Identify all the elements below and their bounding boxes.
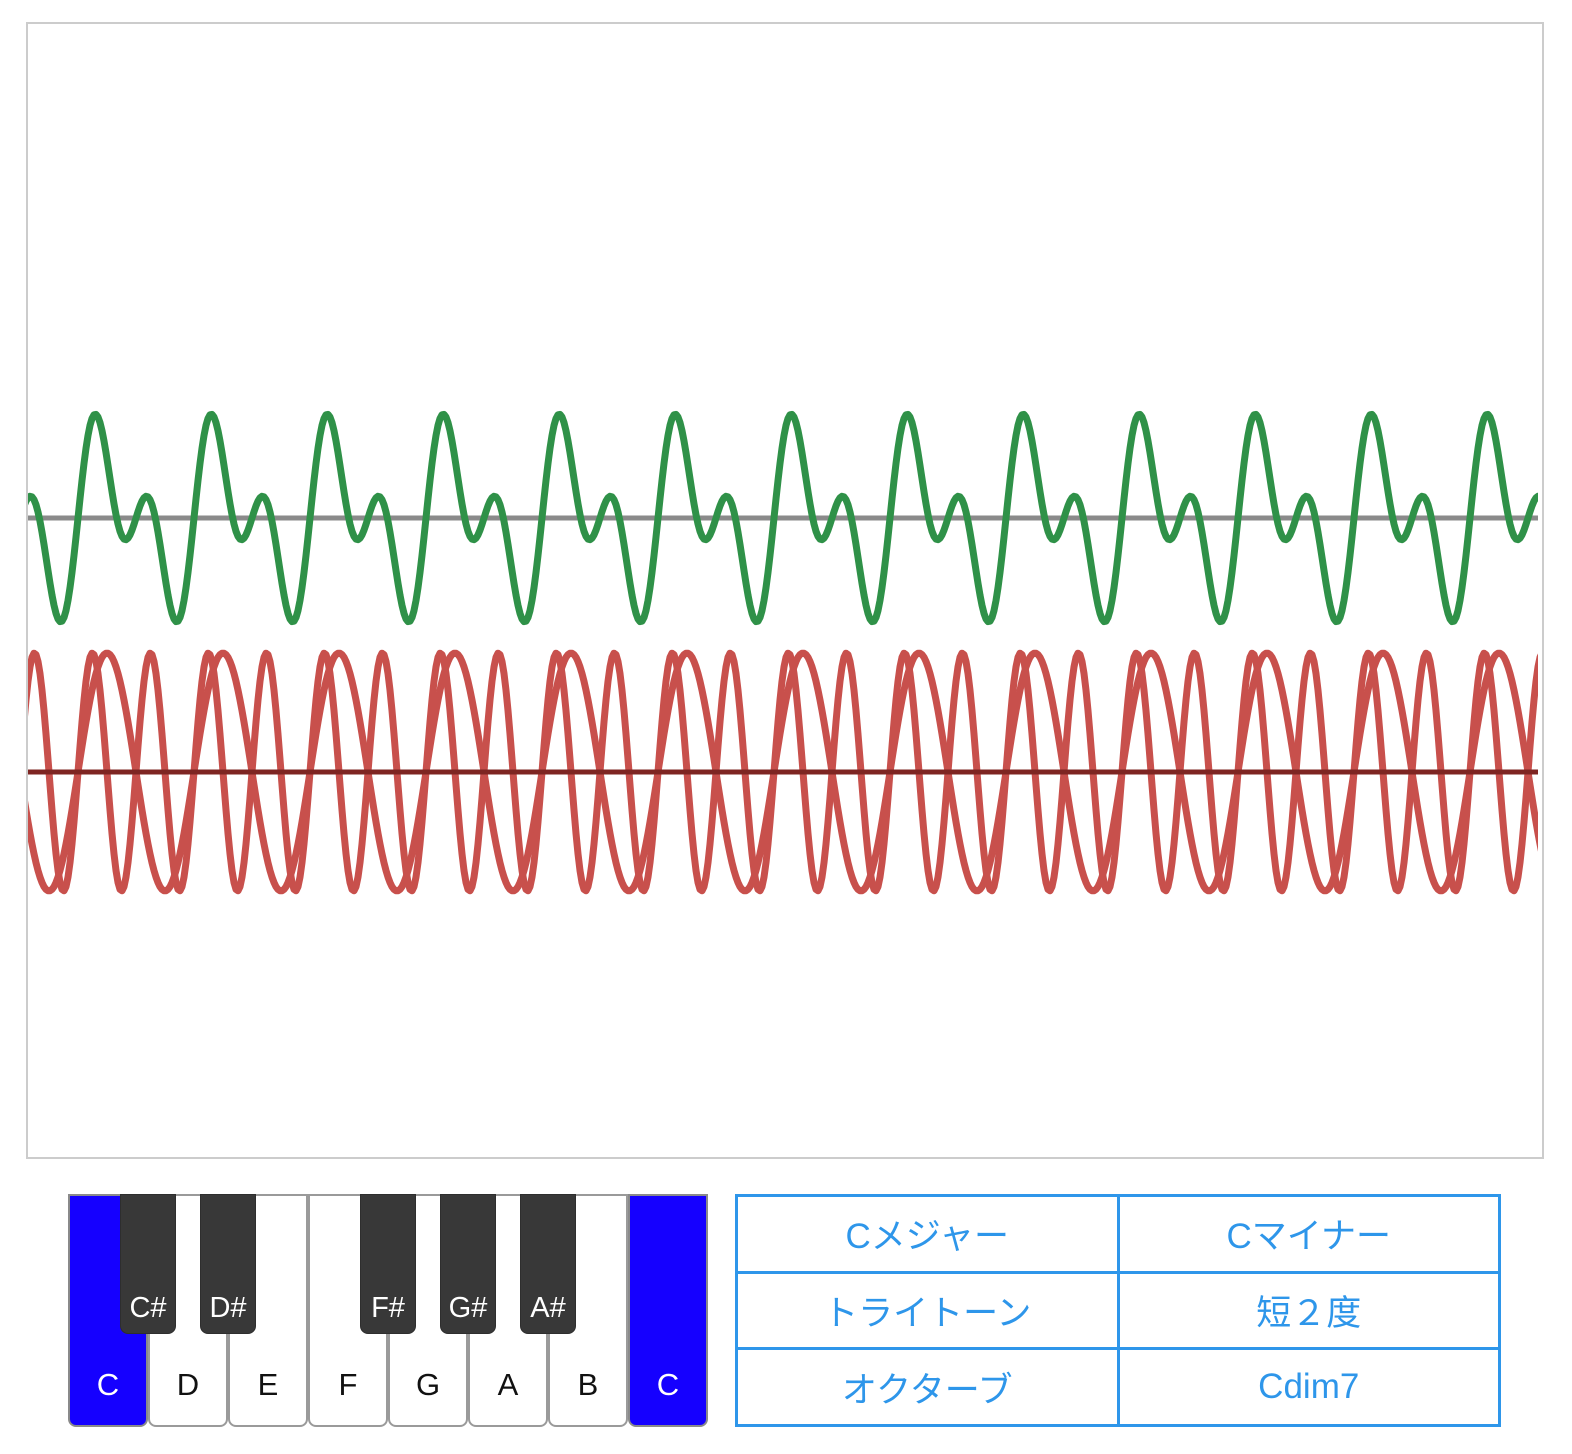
piano-keyboard: C D E F G A B C C# D# F# G# A# xyxy=(68,1194,708,1427)
component-waveform-path-2 xyxy=(28,649,1538,895)
chord-table-row: トライトーン 短２度 xyxy=(735,1270,1501,1351)
piano-key-label: F# xyxy=(371,1292,405,1324)
waveform-svg xyxy=(28,410,1538,895)
sum-waveform-path xyxy=(28,410,1538,626)
piano-key-label: G xyxy=(415,1367,441,1402)
chord-button-cdim7[interactable]: Cdim7 xyxy=(1116,1347,1501,1427)
piano-key-label: C xyxy=(96,1367,120,1402)
piano-key-label: A xyxy=(497,1367,519,1402)
chord-button-tritone[interactable]: トライトーン xyxy=(735,1270,1120,1351)
chord-button-c-minor[interactable]: Cマイナー xyxy=(1116,1194,1501,1274)
chord-table-row: オクターブ Cdim7 xyxy=(735,1347,1501,1427)
piano-key-label: B xyxy=(577,1367,599,1402)
piano-key-label: E xyxy=(257,1367,279,1402)
piano-key-label: G# xyxy=(448,1292,488,1324)
piano-key-d-sharp[interactable]: D# xyxy=(200,1194,256,1334)
piano-key-label: D xyxy=(176,1367,200,1402)
piano-key-a-sharp[interactable]: A# xyxy=(520,1194,576,1334)
piano-key-label: D# xyxy=(209,1292,247,1324)
piano-key-c-high[interactable]: C xyxy=(628,1194,708,1427)
piano-key-label: C xyxy=(656,1367,680,1402)
chord-button-minor-2nd[interactable]: 短２度 xyxy=(1116,1270,1501,1351)
piano-key-g-sharp[interactable]: G# xyxy=(440,1194,496,1334)
waveform-display xyxy=(26,22,1544,1159)
piano-key-label: C# xyxy=(129,1292,167,1324)
piano-key-f-sharp[interactable]: F# xyxy=(360,1194,416,1334)
chord-button-octave[interactable]: オクターブ xyxy=(735,1347,1120,1427)
chord-table: Cメジャー Cマイナー トライトーン 短２度 オクターブ Cdim7 xyxy=(735,1194,1501,1427)
piano-key-label: F xyxy=(338,1367,358,1402)
chord-button-c-major[interactable]: Cメジャー xyxy=(735,1194,1120,1274)
piano-key-label: A# xyxy=(530,1292,566,1324)
chord-table-row: Cメジャー Cマイナー xyxy=(735,1194,1501,1274)
piano-key-c-sharp[interactable]: C# xyxy=(120,1194,176,1334)
component-waveform-path-1 xyxy=(28,649,1538,895)
